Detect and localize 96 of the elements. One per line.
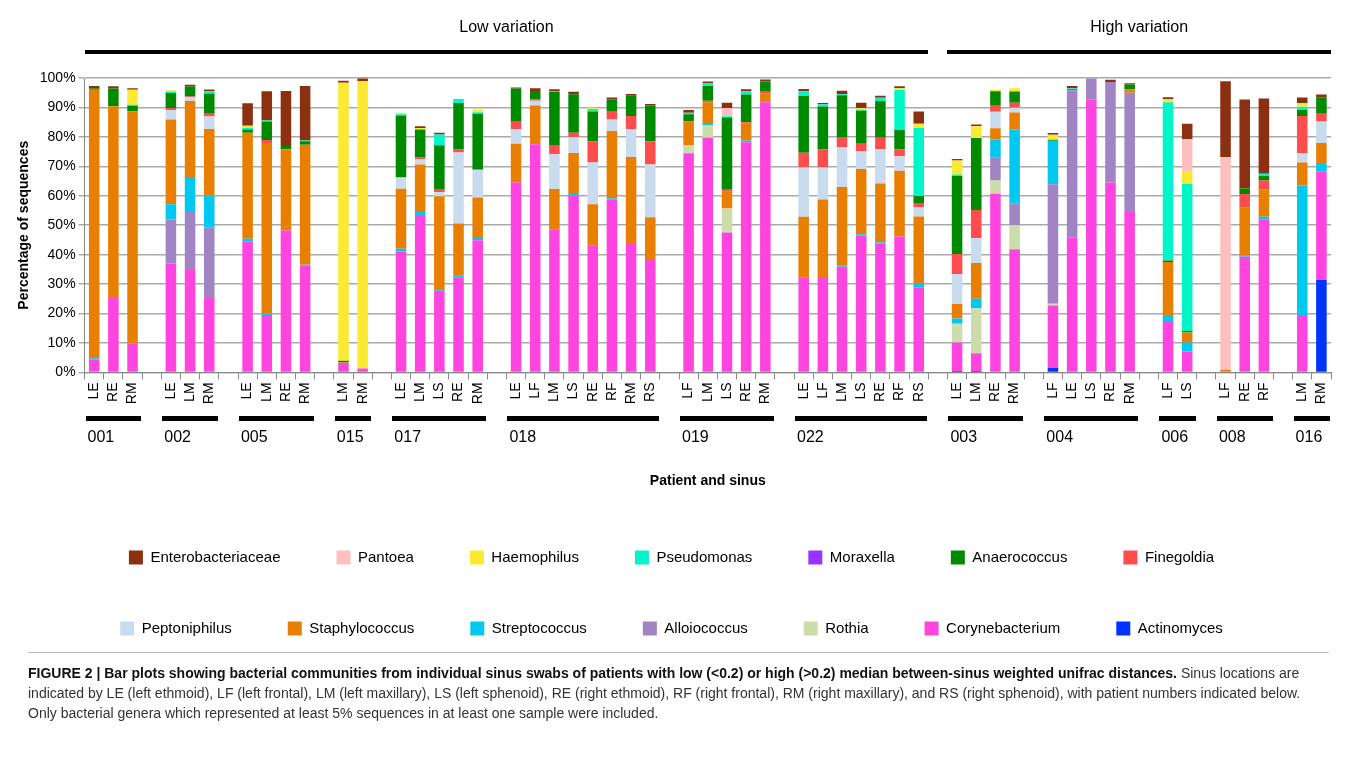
x-tick-label: LS — [1178, 382, 1195, 400]
text: 017 — [394, 428, 422, 447]
text: 002 — [164, 428, 191, 447]
legend-label: Corynebacterium — [946, 618, 1061, 636]
x-tick-label: LS — [717, 382, 734, 400]
x-tick-label: LS — [852, 382, 869, 400]
x-tick-label: RE — [737, 382, 754, 402]
legend-label: Finegoldia — [1144, 547, 1215, 565]
x-tick-label: RM — [1005, 382, 1022, 405]
x-tick-label: RF — [890, 382, 907, 402]
y-tick-label: 70% — [47, 157, 76, 174]
x-tick-label: LS — [430, 382, 447, 400]
x-tick-label: RF — [602, 382, 619, 402]
x-tick-label: LF — [679, 382, 696, 399]
legend-label: Moraxella — [829, 547, 896, 565]
x-tick-label: LF — [1158, 382, 1175, 399]
y-tick-label: 0% — [55, 363, 76, 380]
legend-label: Enterobacteriaceae — [150, 547, 281, 565]
x-tick-label: LE — [947, 382, 964, 400]
text: 022 — [797, 428, 824, 447]
text: 001 — [87, 428, 115, 447]
x-tick-label: RE — [104, 382, 121, 402]
x-tick-label: LF — [1216, 382, 1233, 399]
y-tick-label: 100% — [39, 68, 76, 85]
x-tick-label: RE — [1235, 382, 1252, 402]
text: 019 — [681, 428, 709, 447]
x-tick-label: LM — [180, 382, 197, 402]
caption: FIGURE 2 | Bar plots showing bacterial communities from individual sinus swabs of patients with low (<0.2) or high (>0.2) median between-sinus weighted unifrac distances. — [28, 665, 1178, 681]
x-tick-label: LM — [411, 382, 428, 402]
legend-label: Actinomyces — [1137, 618, 1223, 636]
x-tick-label: RM — [756, 382, 773, 405]
text: 016 — [1295, 428, 1323, 447]
x-tick-label: RS — [909, 382, 926, 402]
x-tick-label: RM — [123, 382, 140, 405]
y-tick-label: 20% — [47, 304, 76, 321]
x-tick-label: RF — [1254, 382, 1271, 402]
x-tick-label: LE — [1062, 382, 1079, 400]
x-tick-label: RE — [871, 382, 888, 402]
text: 003 — [950, 428, 978, 447]
text: 015 — [336, 428, 364, 447]
x-tick-label: RE — [1101, 382, 1118, 402]
text: 004 — [1046, 428, 1074, 447]
text: 005 — [240, 428, 268, 447]
text: 008 — [1218, 428, 1246, 447]
x-tick-label: LS — [1082, 382, 1099, 400]
x-tick-label: RE — [986, 382, 1003, 402]
y-tick-label: 30% — [47, 274, 76, 291]
legend-label: Alloiococcus — [664, 618, 748, 636]
x-tick-label: LE — [794, 382, 811, 400]
text: 018 — [509, 428, 537, 447]
x-tick-label: LS — [564, 382, 581, 400]
legend-label: Anaerococcus — [972, 547, 1068, 565]
y-axis-title: Percentage of sequences — [15, 140, 32, 310]
x-tick-label: RM — [295, 382, 312, 405]
text: Low variation — [458, 18, 555, 36]
x-tick-label: LF — [526, 382, 543, 399]
x-tick-label: LE — [238, 382, 255, 400]
x-tick-label: LM — [1293, 382, 1310, 402]
y-tick-label: 60% — [47, 186, 76, 203]
x-tick-label: RS — [641, 382, 658, 402]
x-tick-label: RE — [449, 382, 466, 402]
x-tick-label: LM — [257, 382, 274, 402]
x-tick-label: LM — [698, 382, 715, 402]
y-tick-label: 80% — [47, 127, 76, 144]
x-tick-label: RE — [276, 382, 293, 402]
x-axis-title: Patient and sinus — [649, 472, 766, 489]
y-tick-label: 90% — [47, 98, 76, 115]
x-tick-label: LE — [161, 382, 178, 400]
x-tick-label: LM — [832, 382, 849, 402]
x-tick-label: LM — [967, 382, 984, 402]
legend-label: Staphylococcus — [309, 618, 415, 636]
y-tick-label: 50% — [47, 216, 76, 233]
x-tick-label: RM — [1120, 382, 1137, 405]
legend-label: Rothia — [825, 618, 870, 636]
x-tick-label: LF — [813, 382, 830, 399]
y-tick-label: 10% — [47, 333, 76, 350]
x-tick-label: LE — [85, 382, 102, 400]
x-tick-label: RM — [1312, 382, 1329, 405]
x-tick-label: LF — [1043, 382, 1060, 399]
legend-label: Streptococcus — [491, 618, 587, 636]
x-tick-label: LM — [545, 382, 562, 402]
x-tick-label: RM — [468, 382, 485, 405]
x-tick-label: RM — [353, 382, 370, 405]
x-tick-label: RE — [583, 382, 600, 402]
legend-label: Pantoea — [357, 547, 415, 565]
text: High variation — [1089, 18, 1190, 36]
legend-label: Haemophilus — [491, 547, 579, 565]
text: 006 — [1161, 428, 1189, 447]
legend-label: Peptoniphilus — [141, 618, 232, 636]
x-tick-label: LM — [334, 382, 351, 402]
x-tick-label: LE — [506, 382, 523, 400]
legend-label: Pseudomonas — [656, 547, 753, 565]
x-tick-label: LE — [391, 382, 408, 400]
x-tick-label: RM — [621, 382, 638, 405]
y-tick-label: 40% — [47, 245, 76, 262]
x-tick-label: RM — [200, 382, 217, 405]
